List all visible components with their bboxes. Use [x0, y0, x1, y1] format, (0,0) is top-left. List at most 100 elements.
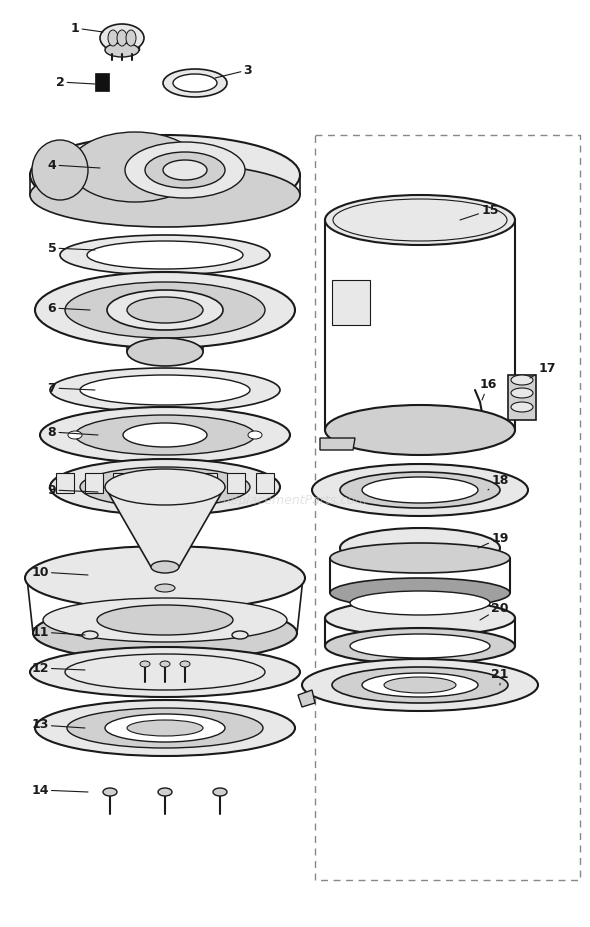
- Bar: [332, 280, 370, 325]
- Ellipse shape: [50, 459, 280, 515]
- Text: 13: 13: [31, 718, 85, 731]
- Text: 7: 7: [48, 382, 95, 395]
- Ellipse shape: [60, 235, 270, 275]
- Ellipse shape: [103, 788, 117, 796]
- Ellipse shape: [158, 788, 172, 796]
- Bar: [508, 375, 536, 420]
- Ellipse shape: [151, 561, 179, 573]
- Text: 2: 2: [55, 75, 95, 88]
- Text: 9: 9: [48, 484, 98, 497]
- Text: 1: 1: [71, 21, 103, 34]
- Ellipse shape: [97, 605, 233, 635]
- Bar: [171, 473, 188, 493]
- Ellipse shape: [127, 338, 203, 366]
- Text: 6: 6: [48, 301, 90, 314]
- Bar: [227, 473, 245, 493]
- Ellipse shape: [105, 469, 225, 505]
- Ellipse shape: [80, 375, 250, 405]
- Ellipse shape: [100, 24, 144, 52]
- Ellipse shape: [125, 142, 245, 198]
- Ellipse shape: [108, 30, 118, 46]
- Ellipse shape: [340, 528, 500, 568]
- Ellipse shape: [163, 160, 207, 180]
- Ellipse shape: [82, 631, 98, 639]
- Ellipse shape: [126, 30, 136, 46]
- Ellipse shape: [511, 375, 533, 385]
- Ellipse shape: [325, 600, 515, 636]
- Text: 18: 18: [488, 474, 509, 490]
- Bar: [95, 73, 109, 91]
- Polygon shape: [298, 690, 315, 707]
- Text: ReplacementParts.com: ReplacementParts.com: [222, 493, 368, 506]
- Ellipse shape: [87, 241, 243, 269]
- Ellipse shape: [127, 720, 203, 736]
- Ellipse shape: [117, 30, 127, 46]
- Ellipse shape: [330, 578, 510, 608]
- Text: 11: 11: [31, 626, 85, 639]
- Ellipse shape: [67, 708, 263, 748]
- Ellipse shape: [248, 431, 262, 439]
- Ellipse shape: [50, 368, 280, 412]
- Ellipse shape: [350, 591, 490, 615]
- Ellipse shape: [70, 132, 200, 202]
- Ellipse shape: [384, 677, 456, 693]
- Ellipse shape: [80, 467, 250, 507]
- Ellipse shape: [173, 74, 217, 92]
- Ellipse shape: [127, 297, 203, 323]
- Bar: [199, 473, 217, 493]
- Ellipse shape: [105, 714, 225, 742]
- Ellipse shape: [65, 654, 265, 690]
- Ellipse shape: [350, 634, 490, 658]
- Text: 3: 3: [215, 64, 253, 78]
- Text: 20: 20: [480, 602, 509, 620]
- Text: 19: 19: [478, 531, 509, 548]
- Ellipse shape: [312, 464, 528, 516]
- Ellipse shape: [32, 140, 88, 200]
- Ellipse shape: [40, 407, 290, 463]
- Text: 10: 10: [31, 565, 88, 578]
- Text: 14: 14: [31, 783, 88, 796]
- Ellipse shape: [232, 631, 248, 639]
- Ellipse shape: [325, 628, 515, 664]
- Ellipse shape: [511, 402, 533, 412]
- Text: 5: 5: [48, 242, 95, 255]
- Text: 21: 21: [491, 667, 509, 685]
- Ellipse shape: [105, 43, 139, 57]
- Ellipse shape: [30, 647, 300, 697]
- Bar: [84, 473, 103, 493]
- Ellipse shape: [340, 472, 500, 508]
- Ellipse shape: [140, 661, 150, 667]
- Ellipse shape: [362, 477, 478, 503]
- Ellipse shape: [107, 290, 223, 330]
- Ellipse shape: [35, 272, 295, 348]
- Text: 8: 8: [48, 425, 98, 438]
- Ellipse shape: [155, 584, 175, 592]
- Ellipse shape: [180, 661, 190, 667]
- Text: 15: 15: [460, 204, 499, 220]
- Ellipse shape: [158, 431, 172, 439]
- Bar: [113, 473, 131, 493]
- Ellipse shape: [325, 195, 515, 245]
- Ellipse shape: [25, 546, 305, 610]
- Ellipse shape: [145, 152, 225, 188]
- Ellipse shape: [30, 135, 300, 215]
- Bar: [256, 473, 274, 493]
- Ellipse shape: [160, 661, 170, 667]
- Text: 4: 4: [48, 159, 100, 171]
- Text: 12: 12: [31, 662, 85, 675]
- Bar: [142, 473, 160, 493]
- Ellipse shape: [302, 659, 538, 711]
- Ellipse shape: [65, 282, 265, 338]
- Text: 16: 16: [479, 378, 497, 400]
- Ellipse shape: [33, 605, 297, 661]
- Ellipse shape: [163, 69, 227, 97]
- Polygon shape: [320, 438, 355, 450]
- Bar: [56, 473, 74, 493]
- Ellipse shape: [332, 667, 508, 703]
- Polygon shape: [105, 487, 225, 567]
- Ellipse shape: [325, 405, 515, 455]
- Ellipse shape: [123, 423, 207, 447]
- Ellipse shape: [30, 163, 300, 227]
- Ellipse shape: [213, 788, 227, 796]
- Ellipse shape: [68, 431, 82, 439]
